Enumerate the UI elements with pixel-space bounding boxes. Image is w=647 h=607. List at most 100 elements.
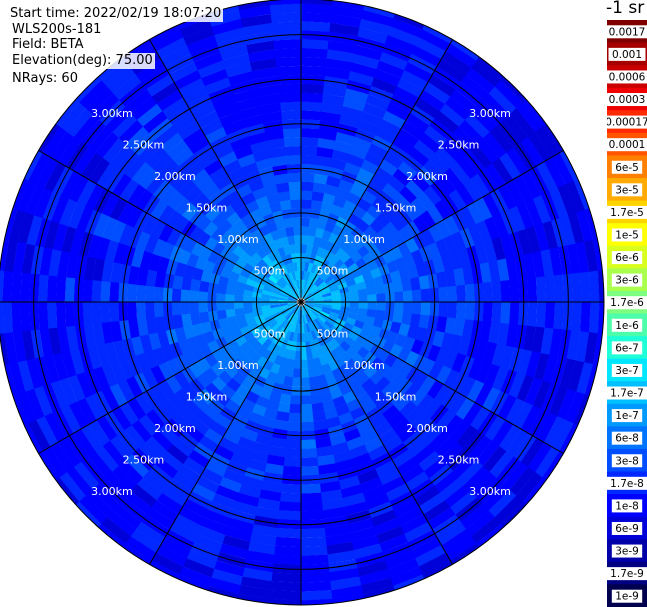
beta-gate [433, 470, 460, 494]
beta-gate [313, 292, 323, 298]
colorbar-tick-label: 3e-5 [615, 184, 639, 196]
range-ring-label: 2.50km [438, 138, 480, 151]
beta-gate [457, 336, 472, 357]
beta-gate [509, 108, 537, 138]
beta-gate [266, 341, 277, 353]
beta-gate [401, 312, 412, 326]
beta-gate [340, 484, 363, 499]
beta-gate [498, 424, 522, 453]
beta-gate [283, 457, 301, 467]
beta-gate [277, 365, 288, 377]
beta-gate [308, 311, 316, 321]
beta-gate [364, 278, 376, 289]
beta-gate [288, 181, 302, 192]
beta-gate [525, 226, 542, 254]
beta-gate [357, 27, 389, 44]
beta-gate [160, 185, 179, 206]
beta-gate [513, 174, 534, 204]
beta-gate [274, 373, 286, 385]
beta-gate [345, 278, 357, 287]
beta-gate [77, 178, 97, 206]
beta-gate [484, 163, 507, 190]
beta-gate [520, 437, 545, 468]
beta-gate [315, 316, 325, 326]
beta-gate [405, 237, 420, 254]
beta-gate [61, 225, 77, 253]
beta-gate [367, 294, 377, 303]
colorbar-tick-bg [611, 431, 643, 445]
beta-gate [2, 269, 14, 302]
beta-gate [428, 430, 451, 452]
beta-gate [313, 173, 329, 185]
beta-gate [262, 311, 273, 319]
beta-gate [101, 216, 119, 240]
beta-gate [302, 315, 306, 325]
beta-gate [204, 352, 219, 368]
beta-gate [134, 188, 154, 211]
beta-gate [282, 348, 291, 359]
beta-gate [220, 325, 232, 337]
beta-gate [391, 449, 414, 469]
beta-gate [158, 223, 174, 243]
beta-gate [43, 411, 66, 443]
beta-gate [382, 110, 407, 129]
beta-gate [20, 271, 31, 302]
colorbar-tick-label: 1e-8 [615, 500, 639, 512]
beta-gate [390, 215, 406, 232]
beta-gate [244, 312, 255, 320]
beta-gate [557, 388, 577, 421]
beta-gate [243, 262, 255, 273]
beta-gate [392, 168, 412, 187]
beta-gate [87, 233, 103, 259]
beta-gate [491, 302, 502, 324]
beta-gate [517, 229, 533, 256]
beta-gate [314, 303, 324, 307]
beta-gate [273, 325, 283, 335]
colorbar-tick-label: 0.0006 [609, 71, 646, 83]
beta-gate [382, 182, 400, 200]
beta-gate [330, 308, 341, 315]
beta-gate [503, 114, 529, 144]
beta-gate [272, 311, 282, 318]
beta-gate [136, 103, 163, 127]
beta-gate [65, 466, 93, 496]
beta-gate [361, 189, 378, 205]
beta-gate [301, 288, 304, 298]
beta-gate [337, 330, 348, 342]
beta-gate [46, 274, 58, 302]
beta-gate [427, 242, 442, 260]
beta-gate [278, 303, 288, 307]
beta-gate [329, 387, 343, 400]
beta-gate [261, 289, 272, 296]
beta-gate [37, 273, 49, 302]
beta-gate [414, 545, 446, 568]
beta-gate [198, 435, 219, 453]
beta-gate [158, 423, 179, 445]
colorbar-tick-bg [611, 228, 643, 242]
beta-gate [444, 269, 457, 288]
beta-gate [146, 73, 175, 97]
beta-gate [466, 67, 496, 95]
beta-gate [109, 196, 128, 221]
beta-gate [150, 199, 168, 220]
beta-gate [210, 227, 226, 242]
radial-spoke [38, 150, 302, 303]
beta-gate [154, 457, 178, 479]
beta-gates [0, 0, 604, 605]
radial-spoke [149, 301, 302, 565]
beta-gate [357, 346, 370, 359]
beta-gate [416, 191, 435, 211]
beta-gate [408, 146, 430, 167]
beta-gate [294, 270, 299, 281]
beta-gate [456, 184, 476, 207]
beta-gate [272, 286, 282, 293]
beta-gate [178, 566, 212, 587]
beta-gate [279, 292, 289, 298]
beta-gate [254, 433, 273, 446]
beta-gate [173, 513, 202, 535]
range-ring-label: 500m [254, 264, 286, 277]
beta-gate [299, 581, 332, 592]
beta-gate [399, 514, 429, 535]
beta-gate [271, 289, 281, 296]
beta-gate [460, 74, 490, 101]
